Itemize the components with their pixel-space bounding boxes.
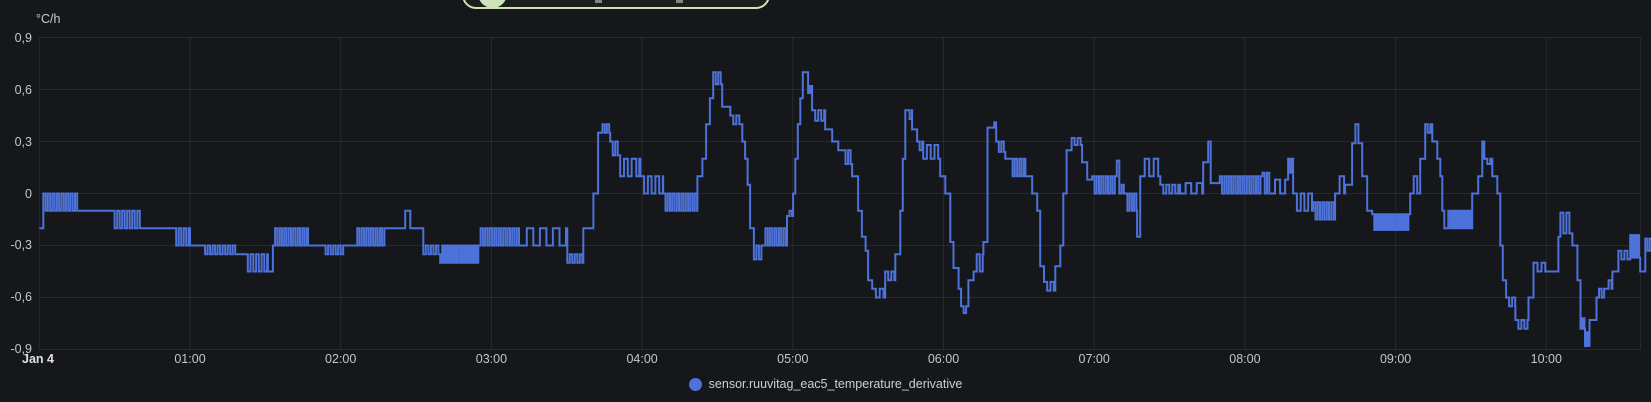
x-tick-label: 09:00 (1379, 352, 1412, 366)
y-tick-label: -0,9 (10, 342, 32, 357)
x-tick-label: 06:00 (927, 352, 960, 366)
x-tick-label: 02:00 (325, 352, 357, 366)
y-tick-label: -0,3 (10, 238, 32, 253)
y-axis-unit-label: °C/h (36, 12, 61, 26)
legend-series-dot (688, 377, 702, 391)
x-tick-label: 08:00 (1229, 352, 1261, 366)
legend-item[interactable]: sensor.ruuvitag_eac5_temperature_derivat… (0, 373, 1651, 395)
y-tick-label: 0,6 (14, 82, 32, 97)
toast-cutoff-text-fragment (676, 0, 683, 3)
x-tick-label: 07:00 (1078, 352, 1110, 366)
series-line (39, 71, 1651, 347)
y-tick-label: 0,9 (14, 30, 32, 45)
y-tick-label: 0,3 (14, 134, 32, 149)
toast-cutoff-text-fragment (595, 0, 602, 3)
x-tick-label: 04:00 (626, 352, 658, 366)
x-tick-label: 05:00 (777, 352, 809, 366)
x-tick-label: 03:00 (475, 352, 508, 366)
y-tick-label: 0 (25, 186, 32, 201)
x-tick-label: 10:00 (1530, 352, 1562, 366)
y-tick-label: -0,6 (10, 290, 32, 305)
x-tick-label: Jan 4 (22, 352, 54, 366)
x-tick-label: 01:00 (174, 352, 206, 366)
toast-icon (478, 0, 507, 8)
legend-series-label: sensor.ruuvitag_eac5_temperature_derivat… (708, 377, 963, 391)
